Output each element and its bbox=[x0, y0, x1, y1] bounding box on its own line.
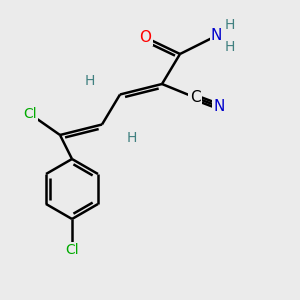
Text: N: N bbox=[213, 99, 225, 114]
Text: H: H bbox=[224, 18, 235, 32]
Text: Cl: Cl bbox=[23, 107, 37, 121]
Text: C: C bbox=[190, 90, 200, 105]
Text: H: H bbox=[85, 74, 95, 88]
Text: N: N bbox=[211, 28, 222, 44]
Text: H: H bbox=[224, 40, 235, 54]
Text: H: H bbox=[127, 131, 137, 145]
Text: Cl: Cl bbox=[65, 244, 79, 257]
Text: O: O bbox=[140, 30, 152, 45]
